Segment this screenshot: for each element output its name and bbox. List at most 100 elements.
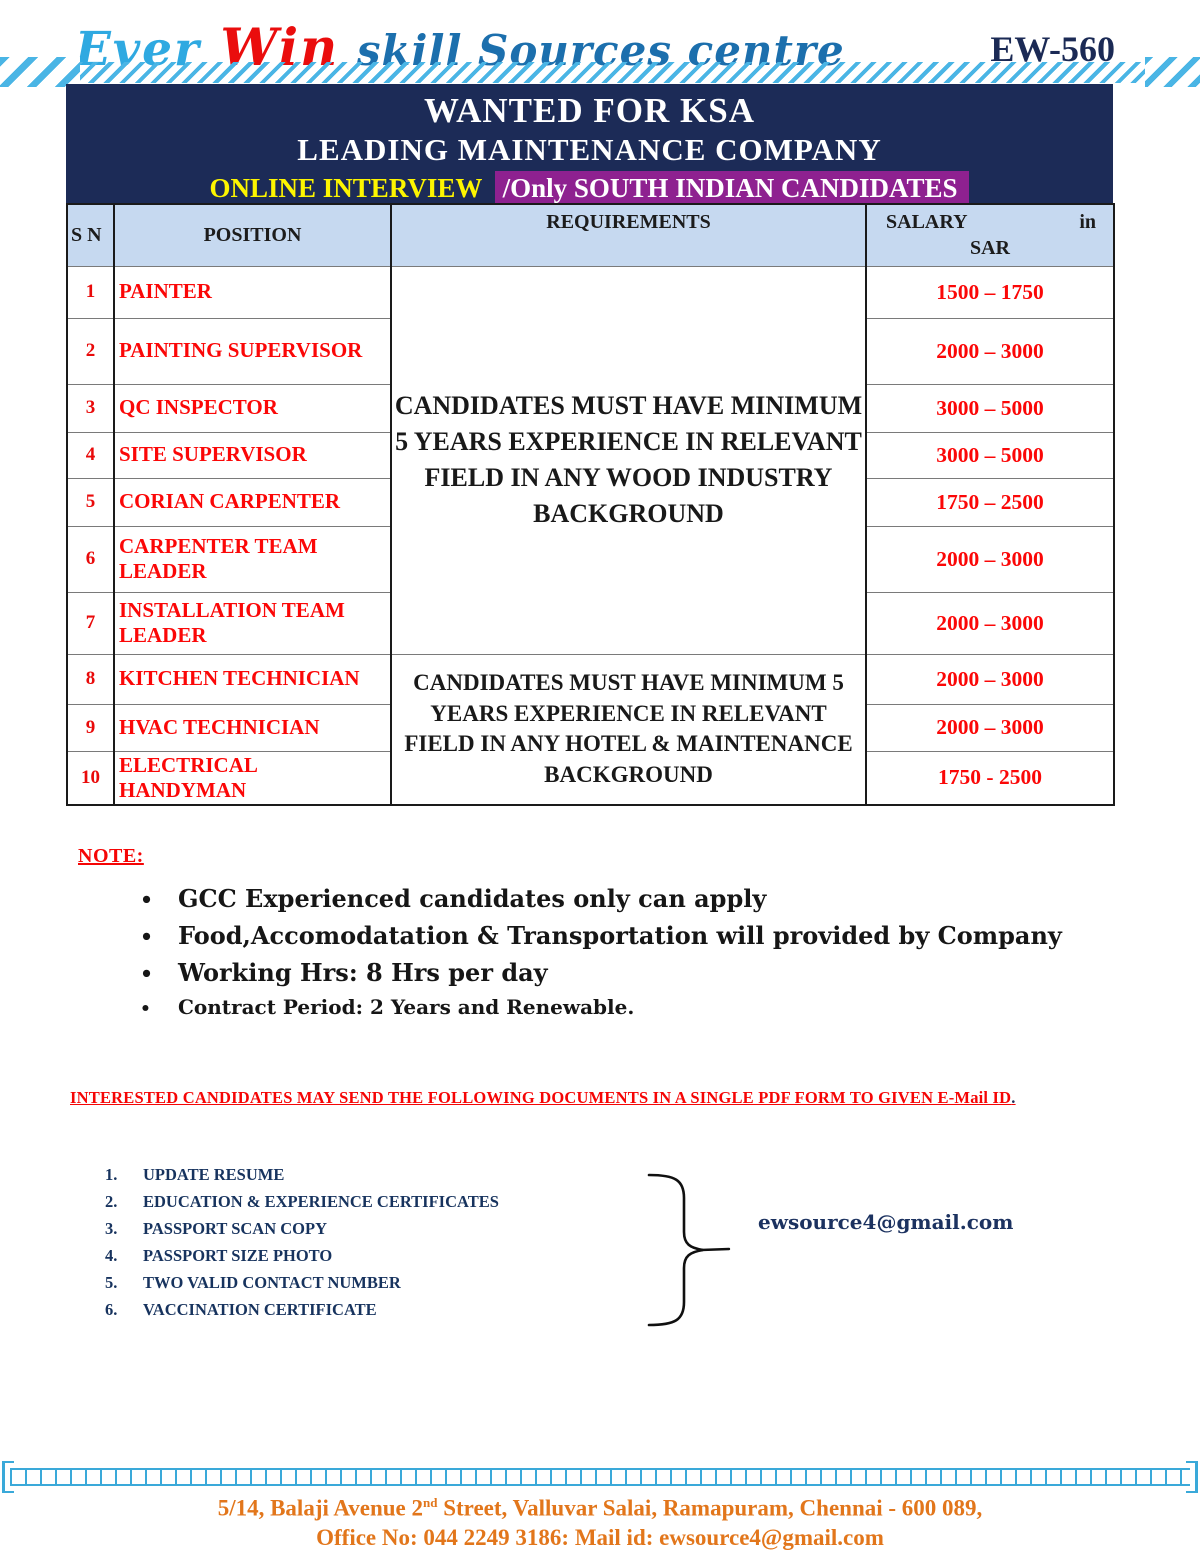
row-sn: 7 [66,591,115,655]
header-salary-word: SALARY [886,211,968,233]
row-position: INSTALLATION TEAM LEADER [113,591,392,655]
document-item: 5. TWO VALID CONTACT NUMBER [105,1273,499,1300]
note-bullet-item: • Working Hrs: 8 Hrs per day [140,958,1100,987]
table-row: 5 CORIAN CARPENTER 1750 – 2500 [66,477,1115,527]
row-salary: 1750 - 2500 [865,750,1115,806]
document-item: 6. VACCINATION CERTIFICATE [105,1300,499,1327]
bullet-icon: • [140,888,154,912]
document-text: EDUCATION & EXPERIENCE CERTIFICATES [143,1192,499,1211]
table-row: 8 KITCHEN TECHNICIAN CANDIDATES MUST HAVE … [66,653,1115,806]
ordinal-suffix: nd [423,1495,438,1510]
cta-text: INTERESTED CANDIDATES MAY SEND THE FOLLO… [70,1088,1012,1107]
row-sn: 5 [66,477,115,527]
note-bullet-item: • GCC Experienced candidates only can ap… [140,884,1100,913]
document-text: VACCINATION CERTIFICATE [143,1300,377,1319]
row-salary: 2000 – 3000 [865,591,1115,655]
cta-terminal-dot: . [1011,1088,1016,1107]
application-email: ewsource4@gmail.com [758,1210,1014,1234]
positions-table: S N POSITION REQUIREMENTS SALARY in SAR … [66,203,1115,806]
row-position: KITCHEN TECHNICIAN [113,653,392,705]
header-salary-in: in [1079,211,1096,233]
document-item: 2. EDUCATION & EXPERIENCE CERTIFICATES [105,1192,499,1219]
row-sn: 3 [66,383,115,433]
table-row: 10 ELECTRICAL HANDYMAN 1750 - 2500 [66,750,1115,806]
banner-subtitle: LEADING MAINTENANCE COMPANY [297,132,882,167]
row-salary: 3000 – 5000 [865,431,1115,479]
requirements-cell: CANDIDATES MUST HAVE MINIMUM 5 YEARS EXP… [390,265,867,655]
table-header-row: S N POSITION REQUIREMENTS SALARY in SAR [66,203,1115,267]
header-position: POSITION [113,203,392,267]
documents-list: 1. UPDATE RESUME 2. EDUCATION & EXPERIEN… [105,1165,499,1327]
bullet-icon: • [140,999,151,1019]
note-bullet-text: Working Hrs: 8 Hrs per day [178,958,548,987]
cta-line: INTERESTED CANDIDATES MAY SEND THE FOLLO… [70,1088,1145,1108]
note-heading: NOTE: [78,845,144,867]
title-banner: WANTED FOR KSA LEADING MAINTENANCE COMPA… [66,84,1113,209]
row-sn: 8 [66,653,115,705]
row-sn: 10 [66,750,115,806]
table-row: 4 SITE SUPERVISOR 3000 – 5000 [66,431,1115,479]
row-salary: 1750 – 2500 [865,477,1115,527]
header-sn: S N [66,203,115,267]
document-text: PASSPORT SIZE PHOTO [143,1246,333,1265]
footer-office-line: Office No: 044 2249 3186: Mail id: ewsou… [316,1524,884,1550]
table-row: 6 CARPENTER TEAM LEADER 2000 – 3000 [66,525,1115,593]
online-interview-label: ONLINE INTERVIEW [209,173,482,203]
row-sn: 1 [66,265,115,319]
curly-brace-graphic [647,1173,731,1327]
bullet-icon: • [140,925,154,949]
diagonal-stripe-divider [0,57,1200,87]
header-salary-sar: SAR [969,237,1010,259]
note-bullet-item: • Contract Period: 2 Years and Renewable… [140,995,1100,1019]
document-text: UPDATE RESUME [143,1165,285,1184]
table-row: 9 HVAC TECHNICIAN 2000 – 3000 [66,703,1115,752]
note-bullet-text: Food,Accomodatation & Transportation wil… [178,921,1062,950]
table-row: 2 PAINTING SUPERVISOR 2000 – 3000 [66,317,1115,385]
row-position: PAINTER [113,265,392,319]
footer-decorative-border [2,1461,1198,1493]
requirements-cell: CANDIDATES MUST HAVE MINIMUM 5 YEARS EXP… [390,653,867,806]
south-indian-candidates-label: /Only SOUTH INDIAN CANDIDATES [494,171,970,209]
document-number: 2. [105,1192,118,1211]
note-bullet-text: GCC Experienced candidates only can appl… [178,884,767,913]
document-item: 3. PASSPORT SCAN COPY [105,1219,499,1246]
row-sn: 9 [66,703,115,752]
row-position: HVAC TECHNICIAN [113,703,392,752]
document-number: 3. [105,1219,118,1238]
document-item: 4. PASSPORT SIZE PHOTO [105,1246,499,1273]
note-bullet-item: • Food,Accomodatation & Transportation w… [140,921,1100,950]
header-requirements: REQUIREMENTS [390,203,867,267]
positions-table-body: 1 PAINTER CANDIDATES MUST HAVE MINIMUM 5 Y… [66,265,1115,806]
row-salary: 3000 – 5000 [865,383,1115,433]
row-position: ELECTRICAL HANDYMAN [113,750,392,806]
row-position: CORIAN CARPENTER [113,477,392,527]
row-salary: 2000 – 3000 [865,525,1115,593]
row-salary: 2000 – 3000 [865,703,1115,752]
document-number: 6. [105,1300,118,1319]
banner-title: WANTED FOR KSA [424,91,755,130]
note-list: • GCC Experienced candidates only can ap… [140,884,1100,1027]
document-number: 4. [105,1246,118,1265]
row-position: PAINTING SUPERVISOR [113,317,392,385]
table-row: 1 PAINTER CANDIDATES MUST HAVE MINIMUM 5 Y… [66,265,1115,655]
row-salary: 1500 – 1750 [865,265,1115,319]
bullet-icon: • [140,962,154,986]
table-row: 3 QC INSPECTOR 3000 – 5000 [66,383,1115,433]
row-sn: 6 [66,525,115,593]
row-salary: 2000 – 3000 [865,653,1115,705]
row-position: QC INSPECTOR [113,383,392,433]
header-salary: SALARY in SAR [865,203,1115,267]
row-sn: 4 [66,431,115,479]
footer-address: 5/14, Balaji Avenue 2nd Street, Valluvar… [217,1495,983,1521]
table-row: 7 INSTALLATION TEAM LEADER 2000 – 3000 [66,591,1115,655]
document-text: TWO VALID CONTACT NUMBER [143,1273,401,1292]
row-sn: 2 [66,317,115,385]
row-salary: 2000 – 3000 [865,317,1115,385]
document-text: PASSPORT SCAN COPY [143,1219,327,1238]
footer-contact: 5/14, Balaji Avenue 2nd Street, Valluvar… [0,1488,1200,1552]
document-number: 5. [105,1273,118,1292]
banner-highlight-line: ONLINE INTERVIEW /Only SOUTH INDIAN CAND… [66,171,1113,209]
row-position: SITE SUPERVISOR [113,431,392,479]
document-item: 1. UPDATE RESUME [105,1165,499,1192]
